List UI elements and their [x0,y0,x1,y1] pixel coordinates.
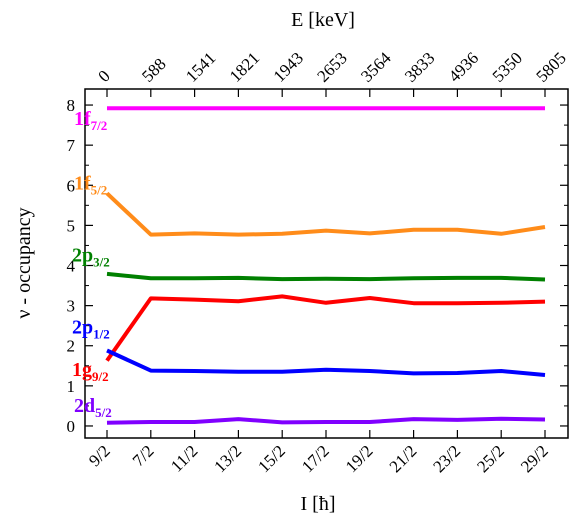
series-label-subscript: 9/2 [92,369,109,384]
x-tick-label: 25/2 [473,441,508,476]
x-tick-label: 17/2 [298,441,333,476]
series-label-subscript: 7/2 [91,118,108,133]
series-line-1f-5-2 [105,191,546,237]
top-tick-label: 4936 [445,48,482,85]
series-label-main: 2p [72,317,93,339]
top-tick-label: 5350 [489,48,526,85]
series-label-subscript: 5/2 [95,405,112,420]
series-lines [105,106,546,425]
series-label: 1g9/2 [72,359,109,384]
y-tick-label: 5 [67,216,76,235]
series-label-main: 2d [74,395,95,417]
series-label: 2p3/2 [72,244,110,269]
series-line-1g-9-2 [105,294,546,362]
x-tick-label: 19/2 [342,441,377,476]
axis-ticks: 0 1 2 3 4 5 6 7 8 9/2 0 7/2 588 11/2 1541 13/2 1821 15/2 1… [67,48,570,476]
series-label-main: 2p [72,244,93,266]
x-tick-label: 29/2 [517,441,552,476]
series-label-subscript: 1/2 [93,327,110,342]
series-line-2d-5-2 [106,416,546,425]
series-label-subscript: 5/2 [91,182,108,197]
series-label: 1f5/2 [74,172,107,197]
top-tick-label: 588 [138,54,169,85]
top-tick-label: 3564 [357,48,395,86]
y-tick-label: 4 [67,257,76,276]
series-line-2p-1-2 [106,348,546,377]
series-label: 1f7/2 [74,108,107,133]
top-tick-label: 1541 [182,48,219,85]
y-tick-label: 6 [67,176,76,195]
x-tick-label: 15/2 [254,441,289,476]
series-label: 2p1/2 [72,317,110,342]
plot-frame [84,88,569,439]
top-tick-label: 5805 [532,48,569,85]
series-label-main: 1f [74,172,91,194]
x-tick-label: 11/2 [167,441,201,475]
x-tick-label: 23/2 [429,441,464,476]
series-label-subscript: 3/2 [93,254,110,269]
top-tick-label: 3833 [401,48,438,85]
x-axis-title: I [ħ] [301,493,336,515]
series-label: 2d5/2 [74,395,112,420]
top-axis-title: E [keV] [291,9,355,31]
top-tick-label: 0 [94,66,113,85]
top-tick-label: 1943 [270,48,307,85]
y-tick-label: 3 [67,297,76,316]
series-label-main: 1f [74,108,91,130]
y-tick-label: 1 [67,377,76,396]
x-tick-label: 7/2 [129,441,158,470]
y-tick-label: 7 [67,136,76,155]
series-label-main: 1g [72,359,92,381]
y-tick-label: 8 [67,96,76,115]
top-tick-label: 1821 [226,48,263,85]
x-tick-label: 21/2 [386,441,421,476]
top-tick-label: 2653 [313,48,350,85]
x-tick-label: 13/2 [210,441,245,476]
y-tick-label: 2 [67,337,76,356]
y-axis-title: ν - occupancy [13,207,35,318]
x-tick-label: 9/2 [85,441,114,470]
y-tick-label: 0 [67,417,76,436]
